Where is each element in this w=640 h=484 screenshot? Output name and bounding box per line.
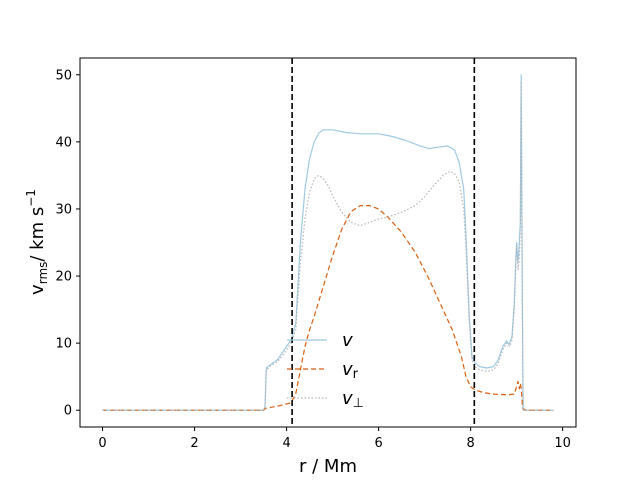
y-tick-label: 50 xyxy=(55,68,72,83)
y-label-main: v xyxy=(27,284,48,295)
y-label-sub: rms xyxy=(36,262,50,285)
y-label-exp: −1 xyxy=(24,189,38,207)
series-line-vperp xyxy=(102,80,554,411)
y-label-unit: / km s xyxy=(27,207,48,262)
y-tick-label: 30 xyxy=(55,202,72,217)
x-tick-label: 4 xyxy=(282,436,290,451)
y-axis-label: vrms/ km s−1 xyxy=(24,189,50,295)
legend-label-vperp: v⊥ xyxy=(342,388,364,411)
x-axis: 0 2 4 6 8 10 xyxy=(98,427,571,451)
x-axis-label: r / Mm xyxy=(299,456,357,477)
legend-label-v: v xyxy=(342,330,353,351)
legend: v vr v⊥ xyxy=(287,330,364,411)
series-line-vr xyxy=(102,205,554,411)
y-tick-label: 0 xyxy=(64,404,72,419)
legend-label-vr: vr xyxy=(342,359,359,382)
y-tick-label: 40 xyxy=(55,135,72,150)
vline-layer xyxy=(291,58,476,427)
y-tick-label: 20 xyxy=(55,270,72,285)
x-tick-label: 2 xyxy=(190,436,198,451)
x-tick-label: 0 xyxy=(98,436,106,451)
x-tick-label: 10 xyxy=(554,436,571,451)
series-line-v xyxy=(102,74,554,411)
y-tick-label: 10 xyxy=(55,337,72,352)
plot-frame xyxy=(79,57,577,428)
x-tick-label: 8 xyxy=(466,436,474,451)
y-axis: 0 10 20 30 40 50 xyxy=(55,68,80,419)
series-layer xyxy=(102,74,554,411)
x-tick-label: 6 xyxy=(374,436,382,451)
